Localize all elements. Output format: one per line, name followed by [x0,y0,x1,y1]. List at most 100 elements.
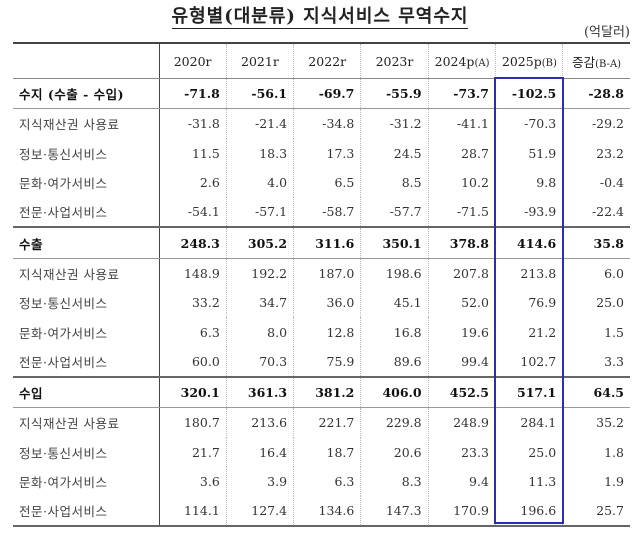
column-header-main: 증감 [572,54,596,70]
table-cell: 248.9 [427,407,496,438]
table-row: 전문·사업서비스 114.1 127.4 134.6 147.3 170.9 196.6 25… [13,496,630,528]
row-label: 지식재산권 사용료 [13,258,160,289]
table-cell: 16.8 [360,317,429,347]
table-cell: 3.9 [225,466,294,497]
table-cell: 21.7 [158,437,227,467]
table-cell: 20.6 [360,437,429,467]
table-cell: 6.3 [158,317,227,347]
table-cell: 196.6 [494,496,563,528]
table-cell: 2.6 [158,167,227,198]
table-cell: 23.3 [427,437,496,467]
table-cell: 114.1 [158,496,227,528]
column-header-main: 2023r [375,53,414,69]
table-cell: 1.9 [562,466,630,497]
column-header: 2022r [293,42,361,79]
column-header-sub: (A) [474,57,490,69]
table-cell: 45.1 [360,288,429,318]
row-label: 정보·통신서비스 [13,437,160,467]
column-header-sub: (B-A) [595,58,622,70]
table-row: 수지 (수출 - 수입) -71.8 -56.1 -69.7 -55.9 -73.7 -10… [13,78,630,110]
table-cell: 187.0 [293,258,361,289]
column-header: 2021r [225,42,294,79]
row-label: 수출 [13,226,160,259]
table-cell: 6.5 [293,167,361,198]
table-cell: -21.4 [225,108,294,139]
table-cell: 16.4 [225,437,294,467]
table-cell: 207.8 [427,258,496,289]
table-cell: 99.4 [427,346,496,377]
table-cell: 6.3 [293,466,361,497]
unit-label: (억달러) [583,25,630,40]
table-cell: -93.9 [494,197,563,228]
row-label: 정보·통신서비스 [13,288,160,318]
table-cell: -71.5 [427,197,496,228]
row-label: 정보·통신서비스 [13,138,160,168]
table-cell: -102.5 [494,78,563,110]
table-cell: 381.2 [293,375,361,409]
table-cell: 102.7 [494,346,563,377]
table-cell: 21.2 [494,317,563,347]
table-cell: 8.3 [360,466,429,497]
table-cell: 18.3 [225,138,294,168]
row-label: 전문·사업서비스 [13,346,160,377]
table-cell: 192.2 [225,258,294,289]
table-cell: -41.1 [427,108,496,139]
table-cell: -22.4 [562,197,630,228]
table-cell: 11.3 [494,466,563,497]
row-label: 전문·사업서비스 [13,197,160,228]
row-label: 문화·여가서비스 [13,317,160,347]
table-cell: 35.2 [562,407,630,438]
table-row: 지식재산권 사용료 148.9 192.2 187.0 198.6 207.8 213.8 6… [13,258,630,289]
table-cell: -58.7 [293,197,361,228]
table-cell: 28.7 [427,138,496,168]
column-header-main: 2020r [173,53,212,69]
table-cell: -71.8 [158,78,227,110]
table-cell: 452.5 [427,375,496,409]
trade-balance-table: 2020r 2021r 2022r 2023r 2024p(A) 2025p(B) 증감(B… [13,42,630,528]
table-cell: 414.6 [494,226,563,259]
table-cell: 23.2 [562,138,630,168]
table-cell: 70.3 [225,346,294,377]
table-cell: 378.8 [427,226,496,259]
table-cell: 4.0 [225,167,294,198]
table-title: 유형별(대분류) 지식서비스 무역수지 [171,6,469,29]
table-cell: 17.3 [293,138,361,168]
table-cell: 320.1 [158,375,227,409]
table-row: 전문·사업서비스 -54.1 -57.1 -58.7 -57.7 -71.5 -93.9 -2… [13,197,630,228]
table-cell: 3.3 [562,346,630,377]
table-row: 수출 248.3 305.2 311.6 350.1 378.8 414.6 35.8 [13,226,630,259]
table-cell: 19.6 [427,317,496,347]
table-cell: 25.0 [494,437,563,467]
header-blank [13,42,159,79]
table-cell: -57.1 [225,197,294,228]
row-label: 문화·여가서비스 [13,167,160,198]
table-cell: 361.3 [225,375,294,409]
table-cell: 60.0 [158,346,227,377]
table-cell: 406.0 [360,375,429,409]
table-cell: 64.5 [562,375,630,409]
row-label: 전문·사업서비스 [13,496,160,528]
row-label: 수입 [13,375,160,409]
table-cell: 12.8 [293,317,361,347]
table-cell: -54.1 [158,197,227,228]
table-cell: 213.8 [494,258,563,289]
table-cell: -31.8 [158,108,227,139]
table-cell: 170.9 [427,496,496,528]
table-row: 문화·여가서비스 3.6 3.9 6.3 8.3 9.4 11.3 1.9 [13,466,630,497]
table-cell: 8.5 [360,167,429,198]
table-cell: 25.7 [562,496,630,528]
table-cell: -31.2 [360,108,429,139]
table-cell: -34.8 [293,108,361,139]
table-cell: 517.1 [494,375,563,409]
table-cell: 248.3 [158,226,227,259]
table-row: 정보·통신서비스 11.5 18.3 17.3 24.5 28.7 51.9 23.2 [13,138,630,168]
table-cell: 1.8 [562,437,630,467]
table-cell: 25.0 [562,288,630,318]
table-row: 문화·여가서비스 6.3 8.0 12.8 16.8 19.6 21.2 1.5 [13,317,630,347]
table-cell: 311.6 [293,226,361,259]
column-header-main: 2022r [308,53,347,69]
row-label: 문화·여가서비스 [13,466,160,497]
column-header-main: 2021r [241,53,279,69]
table-row: 지식재산권 사용료 -31.8 -21.4 -34.8 -31.2 -41.1 -70.3-… [13,108,630,139]
table-cell: 3.6 [158,466,227,497]
